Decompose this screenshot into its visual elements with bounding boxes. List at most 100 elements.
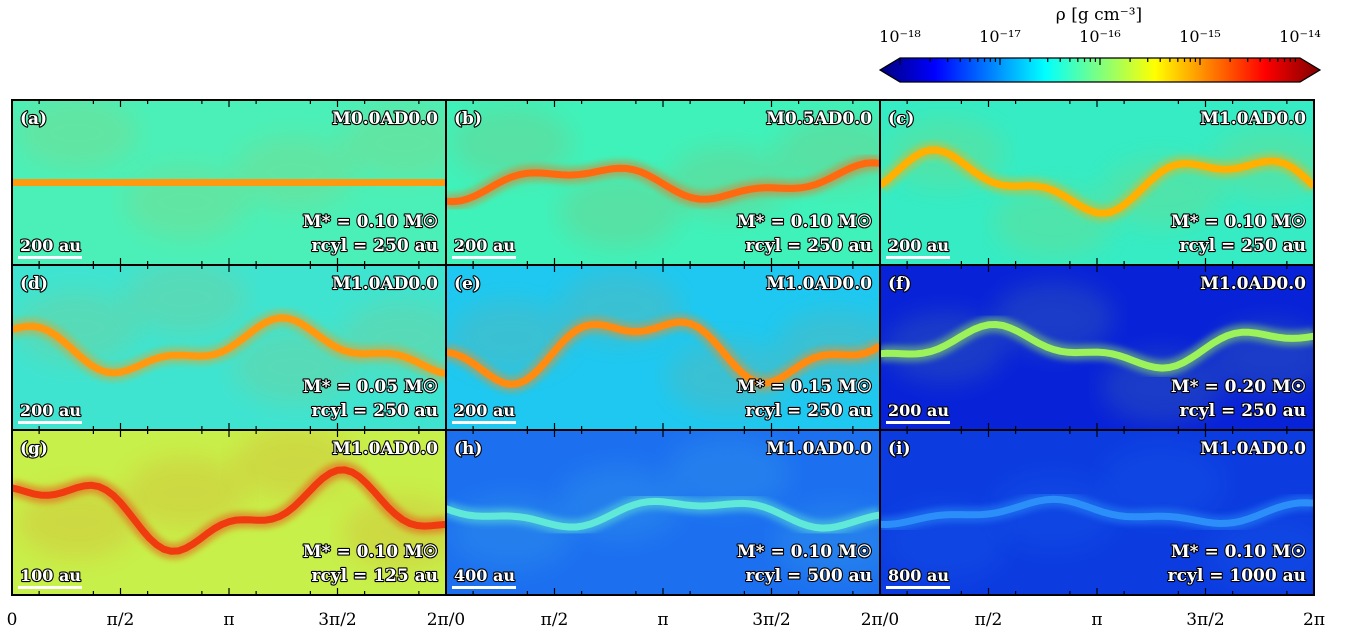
panel-model-label: M1.0AD0.0 <box>332 439 438 459</box>
panel-rcyl-label: rcyl = 250 au <box>1179 236 1306 256</box>
filament <box>446 159 880 206</box>
panel-scalebar-label: 200 au <box>888 236 949 255</box>
x-tick-label: π <box>223 610 234 630</box>
panel-letter: (i) <box>888 439 911 459</box>
x-tick-label: 2π/0 <box>427 610 466 630</box>
colorbar-tick-label: 10⁻¹⁸ <box>879 27 921 46</box>
density-blob <box>450 106 572 180</box>
panel-letter: (e) <box>454 274 481 294</box>
panel-model-label: M1.0AD0.0 <box>1200 274 1306 294</box>
panel-scalebar-label: 200 au <box>888 401 949 420</box>
colorbar-tick-label: 10⁻¹⁶ <box>1079 27 1121 46</box>
colorbar-label: ρ [g cm⁻³] <box>1056 5 1142 25</box>
panel-mass-label: M* = 0.10 M☉ <box>1171 212 1306 232</box>
panel-letter: (h) <box>454 439 482 459</box>
panel-c: (c) M1.0AD0.0 M* = 0.10 M☉ rcyl = 250 au 200… <box>879 99 1315 266</box>
panel-mass-label: M* = 0.10 M☉ <box>737 542 872 562</box>
density-blob <box>16 100 138 170</box>
density-blob <box>1101 446 1223 520</box>
scalebar <box>886 421 950 424</box>
panel-rcyl-label: rcyl = 250 au <box>1179 401 1306 421</box>
x-tick-label: 2π <box>1303 610 1325 630</box>
colorbar: ρ [g cm⁻³] 10⁻¹⁸ 10⁻¹⁷ 10⁻¹⁶ 10⁻¹⁵ 10⁻¹⁴ <box>878 5 1322 83</box>
panel-d: (d) M1.0AD0.0 M* = 0.05 M☉ rcyl = 250 au 200… <box>11 264 447 431</box>
density-blob <box>16 486 138 559</box>
panel-letter: (b) <box>454 109 482 129</box>
panel-model-label: M1.0AD0.0 <box>1200 109 1306 129</box>
panel-scalebar-label: 200 au <box>20 236 81 255</box>
density-blob <box>341 106 446 180</box>
scalebar <box>18 256 82 259</box>
scalebar <box>18 421 82 424</box>
x-tick-label: 3π/2 <box>1186 610 1225 630</box>
panel-mass-label: M* = 0.10 M☉ <box>303 212 438 232</box>
density-blob <box>558 175 681 249</box>
panel-mass-label: M* = 0.05 M☉ <box>303 377 438 397</box>
density-blob <box>667 340 789 414</box>
x-axis-ticks: 0 π/2 π 3π/2 2π/0 π/2 π 3π/2 2π/0 π/2 π 3π/2 2π <box>7 610 1325 630</box>
density-blob <box>992 476 1115 549</box>
panel-scalebar-label: 200 au <box>454 236 515 255</box>
x-tick-label: 2π/0 <box>861 610 900 630</box>
panel-rcyl-label: rcyl = 1000 au <box>1168 566 1306 586</box>
scalebar <box>886 586 950 589</box>
density-blob <box>124 265 247 335</box>
panel-model-label: M1.0AD0.0 <box>766 274 872 294</box>
panel-rcyl-label: rcyl = 250 au <box>745 401 872 421</box>
colorbar-tick-label: 10⁻¹⁴ <box>1279 27 1321 46</box>
panel-mass-label: M* = 0.10 M☉ <box>303 542 438 562</box>
panel-letter: (a) <box>20 109 47 129</box>
density-blob <box>233 136 355 209</box>
panel-f: (f) M1.0AD0.0 M* = 0.20 M☉ rcyl = 250 au 200… <box>879 264 1315 431</box>
panel-mass-label: M* = 0.15 M☉ <box>737 377 872 397</box>
filament <box>12 314 446 378</box>
panel-rcyl-label: rcyl = 500 au <box>745 566 872 586</box>
panel-e: (e) M1.0AD0.0 M* = 0.15 M☉ rcyl = 250 au 200… <box>445 264 881 431</box>
panel-grid: (a) M0.0AD0.0 M* = 0.10 M☉ rcyl = 250 au 200… <box>11 99 1315 596</box>
colorbar-tick-label: 10⁻¹⁵ <box>1179 27 1221 46</box>
filament <box>446 318 880 388</box>
panel-rcyl-label: rcyl = 125 au <box>311 566 438 586</box>
panel-scalebar-label: 200 au <box>454 401 515 420</box>
panel-mass-label: M* = 0.10 M☉ <box>1171 542 1306 562</box>
density-blob <box>1101 350 1223 424</box>
scalebar <box>452 421 516 424</box>
filament <box>446 497 880 532</box>
density-blob <box>1209 515 1314 589</box>
panel-b: (b) M0.5AD0.0 M* = 0.10 M☉ rcyl = 250 au 200… <box>445 99 881 266</box>
scalebar <box>886 256 950 259</box>
x-tick-label: π <box>1091 610 1102 630</box>
panel-mass-label: M* = 0.10 M☉ <box>737 212 872 232</box>
panel-letter: (d) <box>20 274 48 294</box>
panel-rcyl-label: rcyl = 250 au <box>311 401 438 421</box>
x-tick-label: 3π/2 <box>752 610 791 630</box>
panel-model-label: M1.0AD0.0 <box>1200 439 1306 459</box>
filament <box>880 495 1314 528</box>
panel-letter: (c) <box>888 109 914 129</box>
panel-a: (a) M0.0AD0.0 M* = 0.10 M☉ rcyl = 250 au 200… <box>11 99 447 266</box>
x-tick-label: π/2 <box>107 610 135 630</box>
panel-rcyl-label: rcyl = 250 au <box>311 236 438 256</box>
panel-scalebar-label: 200 au <box>20 401 81 420</box>
panel-letter: (g) <box>20 439 48 459</box>
filament <box>880 321 1314 372</box>
x-tick-label: 0 <box>7 610 18 630</box>
panel-scalebar-label: 800 au <box>888 566 949 585</box>
panel-model-label: M1.0AD0.0 <box>766 439 872 459</box>
panel-scalebar-label: 100 au <box>20 566 81 585</box>
density-blob <box>1101 156 1223 229</box>
panel-model-label: M1.0AD0.0 <box>332 274 438 294</box>
panel-g: (g) M1.0AD0.0 M* = 0.10 M☉ rcyl = 125 au 100… <box>11 429 447 596</box>
panel-scalebar-label: 400 au <box>454 566 515 585</box>
scalebar <box>18 586 82 589</box>
scalebar <box>452 586 516 589</box>
density-blob <box>341 496 446 569</box>
x-tick-label: π/2 <box>975 610 1003 630</box>
filament <box>880 146 1314 217</box>
panel-letter: (f) <box>888 274 911 294</box>
panel-i: (i) M1.0AD0.0 M* = 0.10 M☉ rcyl = 1000 au 80… <box>879 429 1315 596</box>
density-blob <box>124 456 247 529</box>
filament <box>12 466 446 555</box>
panel-h: (h) M1.0AD0.0 M* = 0.10 M☉ rcyl = 500 au 400… <box>445 429 881 596</box>
